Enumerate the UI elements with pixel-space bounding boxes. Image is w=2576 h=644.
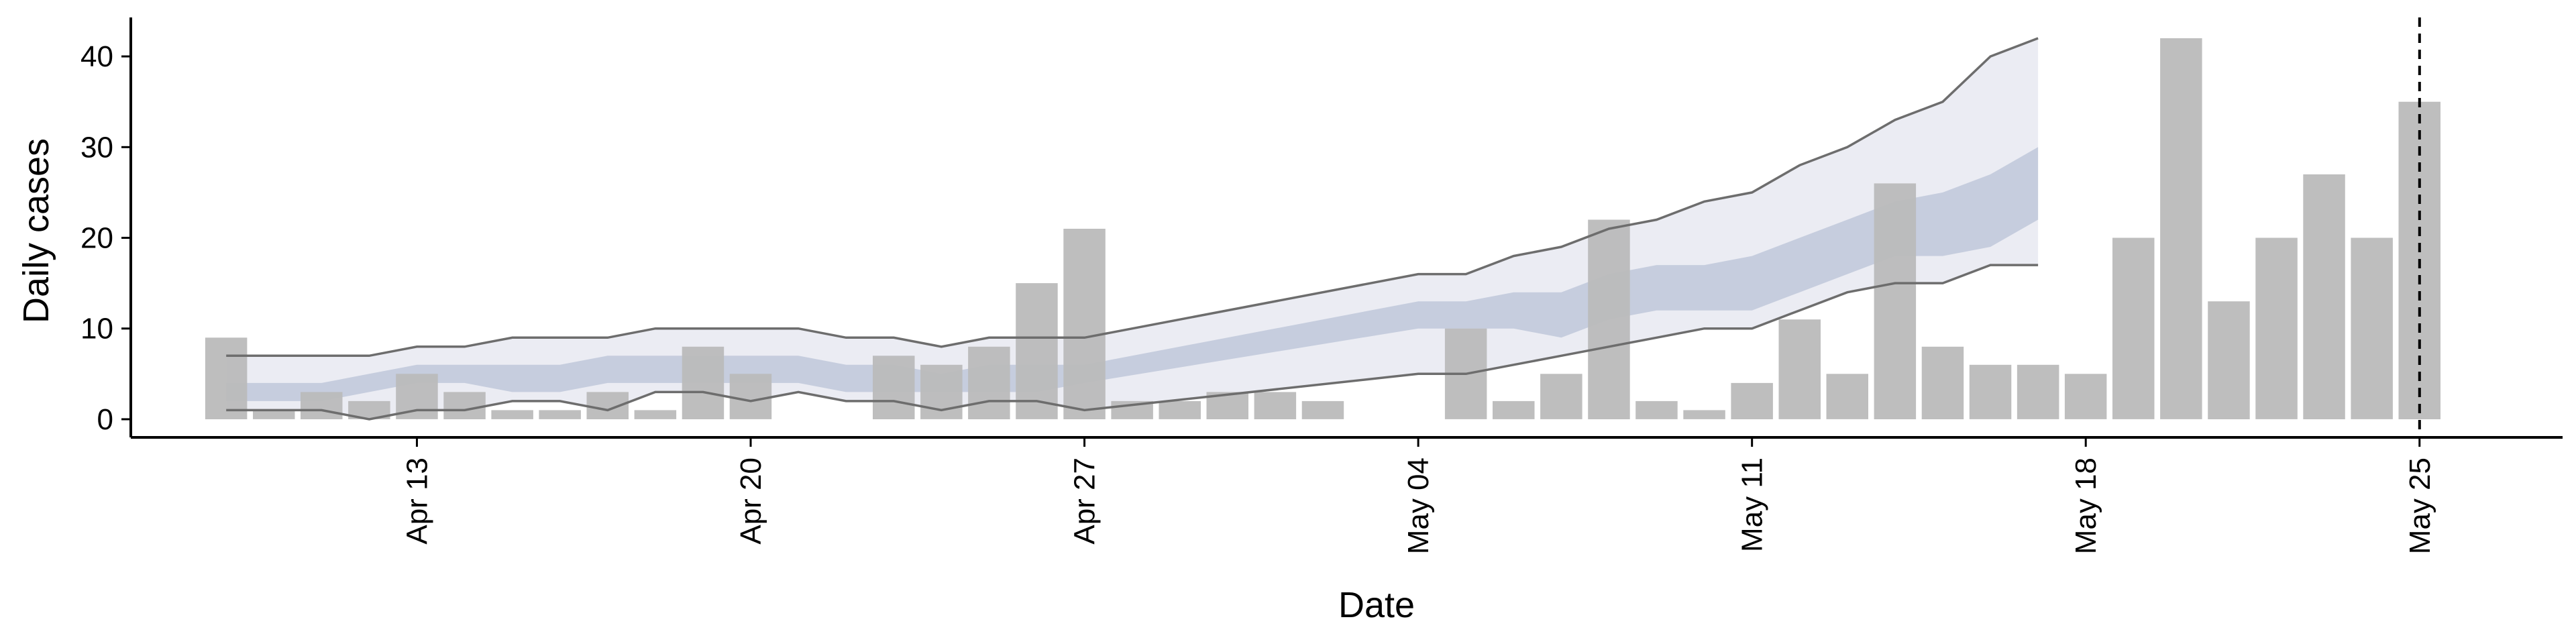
bar-2020-05-17 (2017, 364, 2059, 419)
x-tick-label-2020-04-20: Apr 20 (735, 458, 767, 545)
bar-2020-04-29 (1159, 400, 1201, 419)
bar-2020-04-25 (968, 346, 1010, 419)
bar-2020-04-19 (682, 346, 724, 419)
bar-2020-05-18 (2064, 374, 2107, 419)
y-tick-label-0: 0 (97, 403, 113, 436)
bar-2020-05-23 (2303, 174, 2345, 419)
bar-2020-05-10 (1683, 410, 1725, 419)
x-tick-label-2020-05-11: May 11 (1736, 458, 1769, 552)
x-axis-title: Date (1338, 585, 1415, 625)
x-tick-label-2020-05-04: May 04 (1402, 458, 1435, 554)
bar-2020-05-13 (1826, 374, 1868, 419)
lower-interval-line (226, 264, 2039, 421)
bar-2020-05-09 (1635, 400, 1678, 419)
bar-2020-04-27 (1063, 229, 1106, 419)
x-tick-label-2020-05-18: May 18 (2070, 458, 2102, 554)
bar-2020-05-12 (1778, 319, 1821, 419)
bar-2020-05-19 (2112, 237, 2155, 419)
bar-2020-05-02 (1301, 400, 1344, 419)
bar-2020-04-15 (491, 410, 533, 419)
bar-2020-04-14 (443, 392, 486, 419)
x-tick-label-2020-04-27: Apr 27 (1069, 458, 1102, 545)
y-axis-title: Daily cases (16, 138, 56, 323)
bar-2020-05-06 (1493, 400, 1535, 419)
bar-2020-04-26 (1016, 283, 1058, 419)
y-tick-label-30: 30 (80, 131, 113, 164)
bar-2020-05-07 (1540, 374, 1582, 419)
x-tick-label-2020-05-25: May 25 (2404, 458, 2436, 554)
bar-2020-04-16 (539, 410, 581, 419)
bar-2020-05-08 (1588, 219, 1630, 419)
bar-2020-05-20 (2160, 38, 2202, 419)
bar-2020-05-22 (2255, 237, 2298, 419)
y-tick-label-20: 20 (80, 222, 113, 255)
x-tick-label-2020-04-13: Apr 13 (401, 458, 434, 545)
y-ticks-group: 0 10 20 30 40 (80, 40, 131, 436)
bar-2020-05-21 (2208, 301, 2250, 419)
bar-2020-04-18 (634, 410, 677, 419)
y-tick-label-10: 10 (80, 313, 113, 345)
bar-2020-05-15 (1921, 346, 1964, 419)
bar-2020-04-23 (873, 356, 915, 419)
axes-group (129, 17, 2563, 439)
bar-2020-05-14 (1874, 183, 1917, 419)
x-ticks-group: Apr 13 Apr 20 Apr 27 May 04 May 11 May 18 May … (401, 437, 2436, 554)
bar-2020-04-09 (205, 337, 248, 419)
y-tick-label-40: 40 (80, 40, 113, 73)
bar-2020-05-01 (1254, 392, 1297, 419)
bar-2020-04-10 (253, 410, 295, 419)
upper-interval-line (226, 37, 2039, 358)
bar-2020-04-20 (729, 374, 772, 419)
bar-2020-05-24 (2351, 237, 2393, 419)
bar-2020-05-16 (1969, 364, 2012, 419)
bar-2020-04-11 (301, 392, 343, 419)
bar-2020-05-11 (1731, 382, 1773, 419)
interval-lines-group (226, 37, 2039, 421)
